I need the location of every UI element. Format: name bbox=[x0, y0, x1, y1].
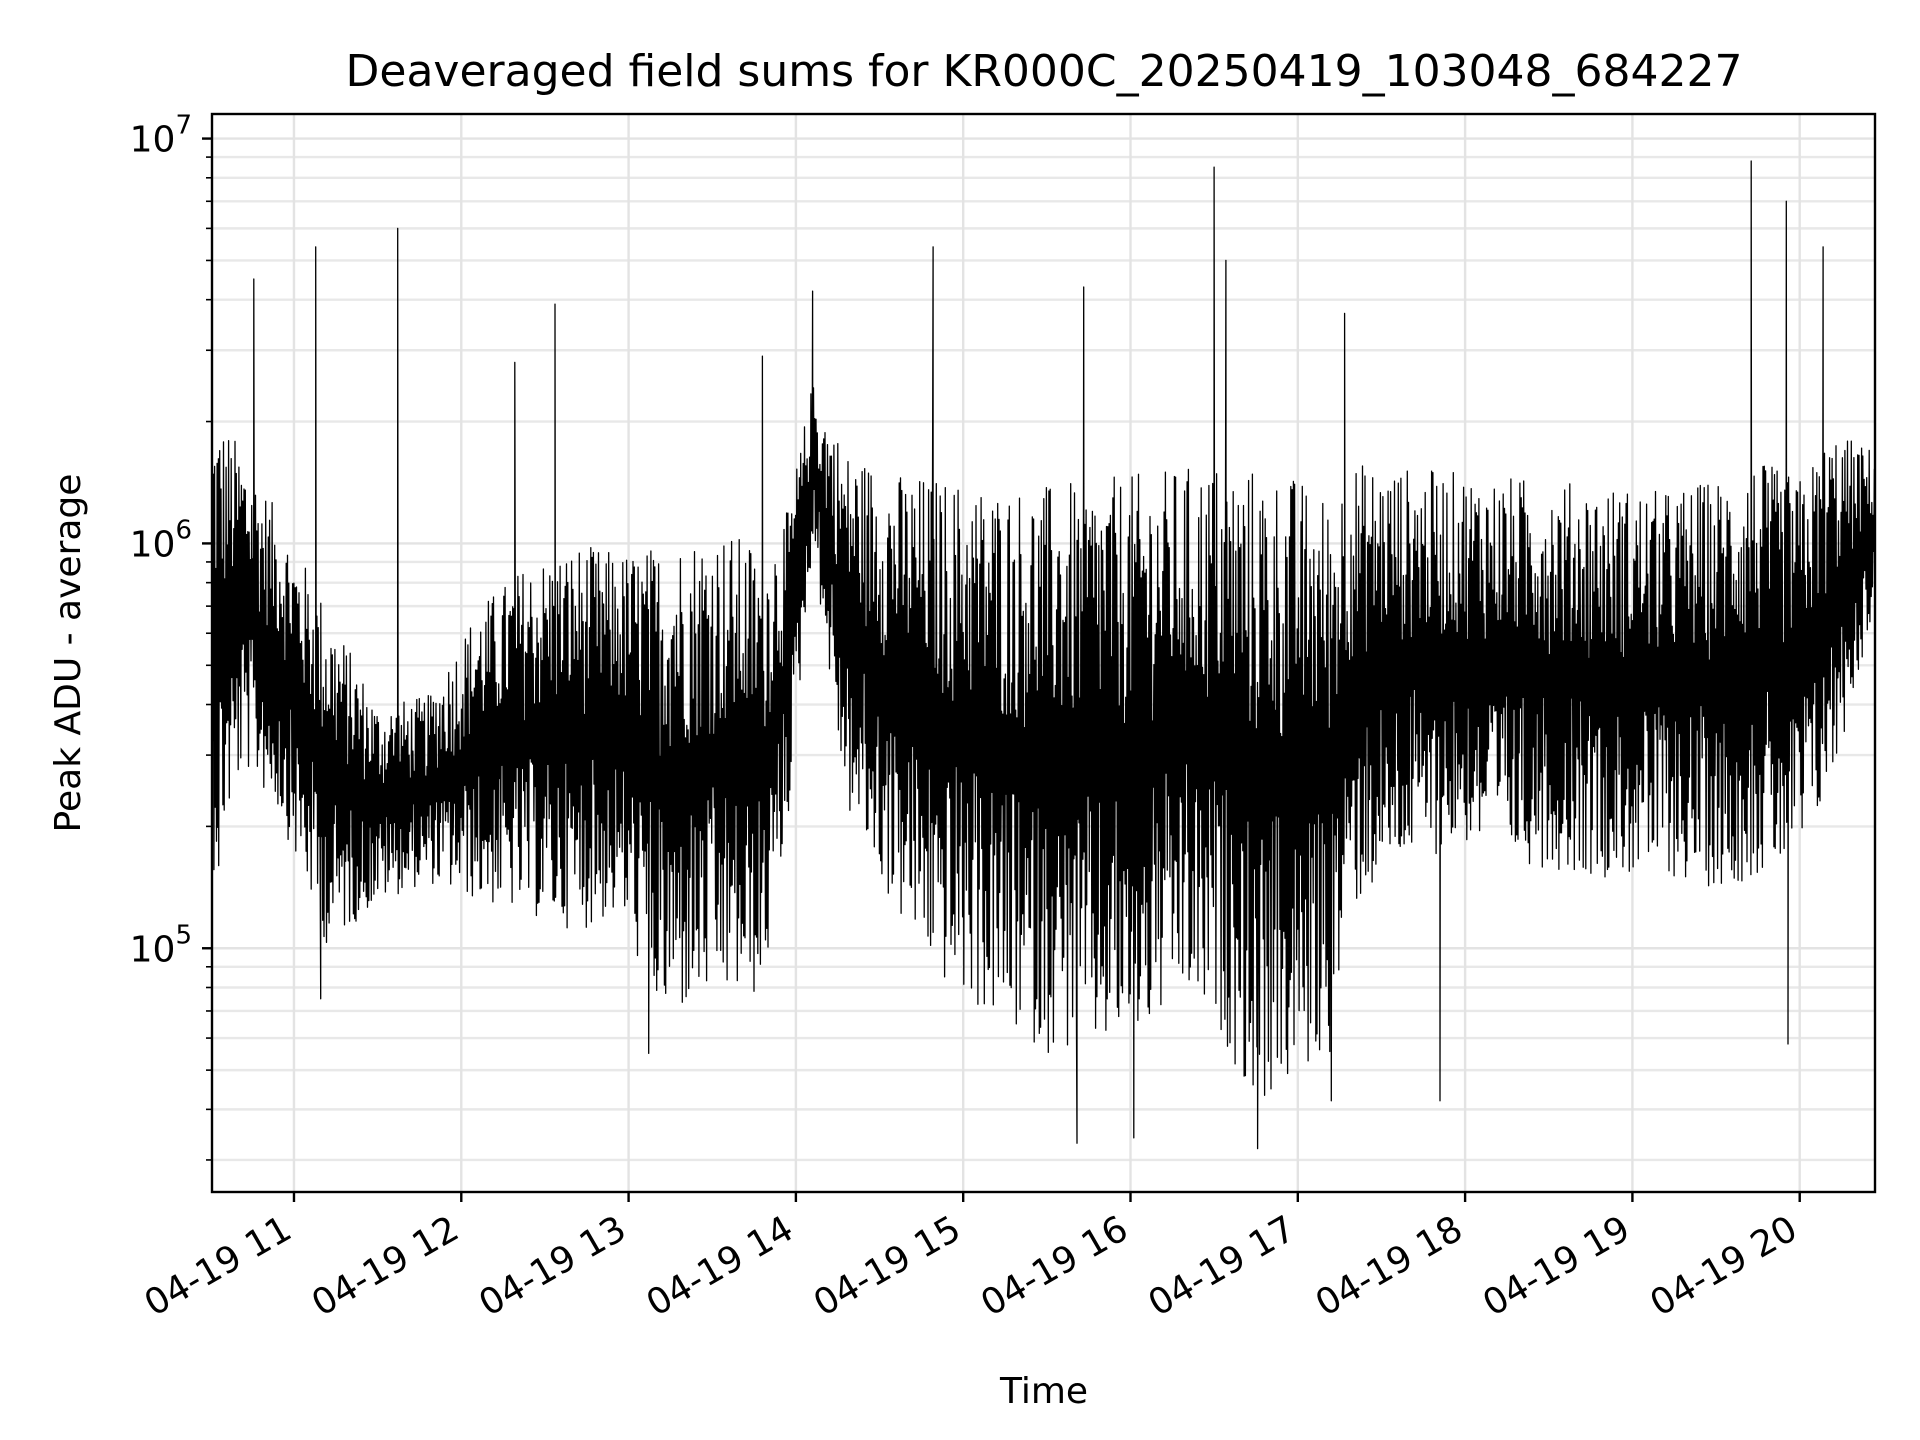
series-line bbox=[211, 160, 1876, 1150]
chart-title: Deaveraged field sums for KR000C_2025041… bbox=[346, 46, 1743, 97]
y-tick-label: 106 bbox=[130, 515, 192, 565]
y-tick-label: 105 bbox=[130, 920, 192, 970]
x-axis-label: Time bbox=[999, 1371, 1088, 1412]
axis-ticks bbox=[202, 137, 1801, 1202]
y-tick-label: 107 bbox=[130, 111, 192, 161]
y-tick-labels: 105 106 107 bbox=[130, 111, 192, 971]
series-layer bbox=[211, 160, 1876, 1150]
y-axis-label: Peak ADU - average bbox=[48, 474, 89, 833]
plot-frame bbox=[210, 112, 1877, 1194]
